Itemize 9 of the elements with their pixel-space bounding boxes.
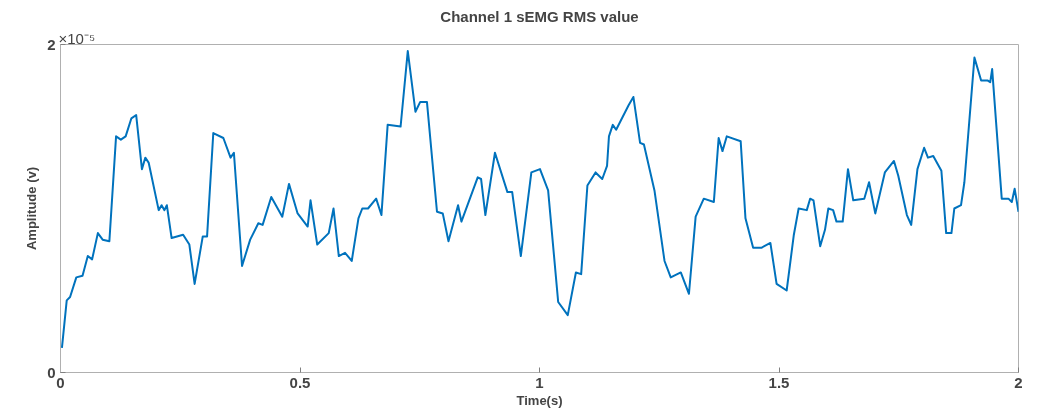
chart-title: Channel 1 sEMG RMS value <box>440 7 639 25</box>
x-tick-label: 1 <box>535 373 544 391</box>
x-tick-label: 0.5 <box>289 373 311 391</box>
x-axis-title: Time(s) <box>516 392 563 408</box>
line-series <box>60 50 1019 349</box>
x-tick-label: 2 <box>1014 373 1023 391</box>
x-tick-label: 1.5 <box>768 373 790 391</box>
y-axis-title: Amplitude (v) <box>24 166 40 251</box>
annotation: ×10⁻⁵ <box>58 29 96 47</box>
